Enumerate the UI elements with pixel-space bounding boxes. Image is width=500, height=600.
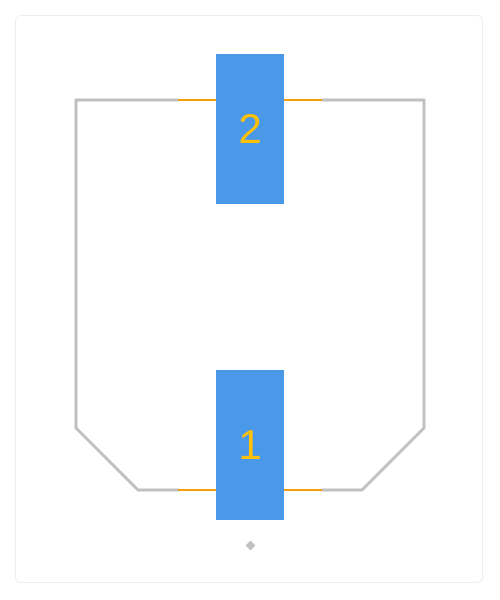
pad-2: 2	[216, 54, 284, 204]
pad-1: 1	[216, 370, 284, 520]
pad-label: 2	[238, 105, 261, 153]
pad-label: 1	[238, 421, 261, 469]
